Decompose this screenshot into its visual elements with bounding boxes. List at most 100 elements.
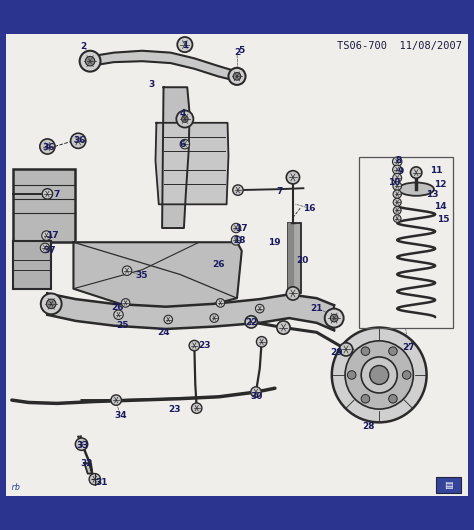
Text: 1: 1 <box>182 41 188 50</box>
Text: 33: 33 <box>77 440 89 449</box>
Circle shape <box>389 347 397 356</box>
Circle shape <box>40 139 55 154</box>
Text: 7: 7 <box>276 187 283 196</box>
Circle shape <box>46 299 56 308</box>
Text: 25: 25 <box>116 321 128 330</box>
Text: 24: 24 <box>157 328 170 337</box>
Text: 13: 13 <box>426 190 438 199</box>
Circle shape <box>345 341 413 409</box>
Circle shape <box>389 394 397 403</box>
Text: 28: 28 <box>363 422 375 431</box>
Text: 23: 23 <box>199 341 211 350</box>
Circle shape <box>40 243 50 253</box>
Circle shape <box>393 173 401 182</box>
Circle shape <box>177 37 192 52</box>
Text: 3: 3 <box>148 81 155 90</box>
Text: 5: 5 <box>238 46 245 55</box>
Circle shape <box>180 139 190 149</box>
Text: 20: 20 <box>296 256 309 265</box>
Circle shape <box>189 340 200 351</box>
Circle shape <box>231 223 241 233</box>
Circle shape <box>393 198 401 206</box>
Text: 19: 19 <box>268 238 280 247</box>
Circle shape <box>182 116 188 122</box>
Text: 36: 36 <box>73 136 86 145</box>
Circle shape <box>85 56 95 66</box>
Text: 11: 11 <box>430 166 442 175</box>
Bar <box>359 157 453 328</box>
Circle shape <box>339 343 353 356</box>
Circle shape <box>361 347 370 356</box>
Text: 12: 12 <box>434 180 446 189</box>
Text: 21: 21 <box>310 304 323 313</box>
Circle shape <box>393 182 401 190</box>
Circle shape <box>71 133 86 148</box>
Circle shape <box>251 387 261 398</box>
Text: 15: 15 <box>437 215 449 224</box>
Polygon shape <box>288 223 293 294</box>
Circle shape <box>245 316 257 328</box>
Circle shape <box>42 231 51 240</box>
Circle shape <box>392 157 402 166</box>
Text: 2: 2 <box>80 41 86 50</box>
Circle shape <box>393 190 401 198</box>
Circle shape <box>255 304 264 313</box>
Bar <box>13 241 51 289</box>
Circle shape <box>114 310 123 320</box>
Text: 26: 26 <box>111 303 124 312</box>
Polygon shape <box>47 294 334 330</box>
Circle shape <box>210 314 219 322</box>
Text: 34: 34 <box>115 411 127 420</box>
Circle shape <box>121 298 130 307</box>
Ellipse shape <box>398 182 434 196</box>
Text: TS06-700  11/08/2007: TS06-700 11/08/2007 <box>337 41 462 51</box>
Circle shape <box>228 68 246 85</box>
Text: 31: 31 <box>96 478 108 487</box>
Circle shape <box>393 215 401 222</box>
Text: rb: rb <box>10 483 20 491</box>
Text: 29: 29 <box>330 348 343 357</box>
Text: 7: 7 <box>54 190 60 199</box>
Polygon shape <box>155 123 228 205</box>
Text: 8: 8 <box>395 156 401 165</box>
Text: 30: 30 <box>251 392 263 401</box>
Text: 22: 22 <box>245 319 257 328</box>
Circle shape <box>256 337 267 347</box>
Text: 2: 2 <box>234 48 240 57</box>
Text: 14: 14 <box>434 202 446 211</box>
Polygon shape <box>84 463 92 474</box>
Text: 17: 17 <box>236 224 248 233</box>
Circle shape <box>332 328 427 422</box>
Text: 10: 10 <box>388 178 401 187</box>
Circle shape <box>286 287 300 300</box>
Circle shape <box>361 357 397 393</box>
Text: 35: 35 <box>135 271 147 280</box>
Text: 32: 32 <box>80 458 92 467</box>
Circle shape <box>347 370 356 379</box>
Bar <box>436 477 461 493</box>
Text: 9: 9 <box>397 166 404 175</box>
Circle shape <box>370 366 389 384</box>
Circle shape <box>191 403 202 413</box>
Circle shape <box>89 474 100 485</box>
Circle shape <box>330 314 338 322</box>
Polygon shape <box>73 242 242 317</box>
Circle shape <box>164 315 173 324</box>
Circle shape <box>410 167 422 178</box>
Bar <box>288 223 301 294</box>
Text: 16: 16 <box>303 204 315 213</box>
Circle shape <box>80 51 100 72</box>
Circle shape <box>402 370 411 379</box>
Text: 26: 26 <box>213 260 225 269</box>
Text: 4: 4 <box>179 109 186 118</box>
Text: 36: 36 <box>42 143 55 152</box>
Text: 37: 37 <box>44 246 56 255</box>
Circle shape <box>361 394 370 403</box>
Text: ▤: ▤ <box>444 481 453 490</box>
Text: 17: 17 <box>46 231 58 240</box>
Circle shape <box>122 266 132 276</box>
Circle shape <box>233 73 241 80</box>
Circle shape <box>176 110 193 128</box>
Polygon shape <box>162 87 190 228</box>
Circle shape <box>111 395 121 405</box>
